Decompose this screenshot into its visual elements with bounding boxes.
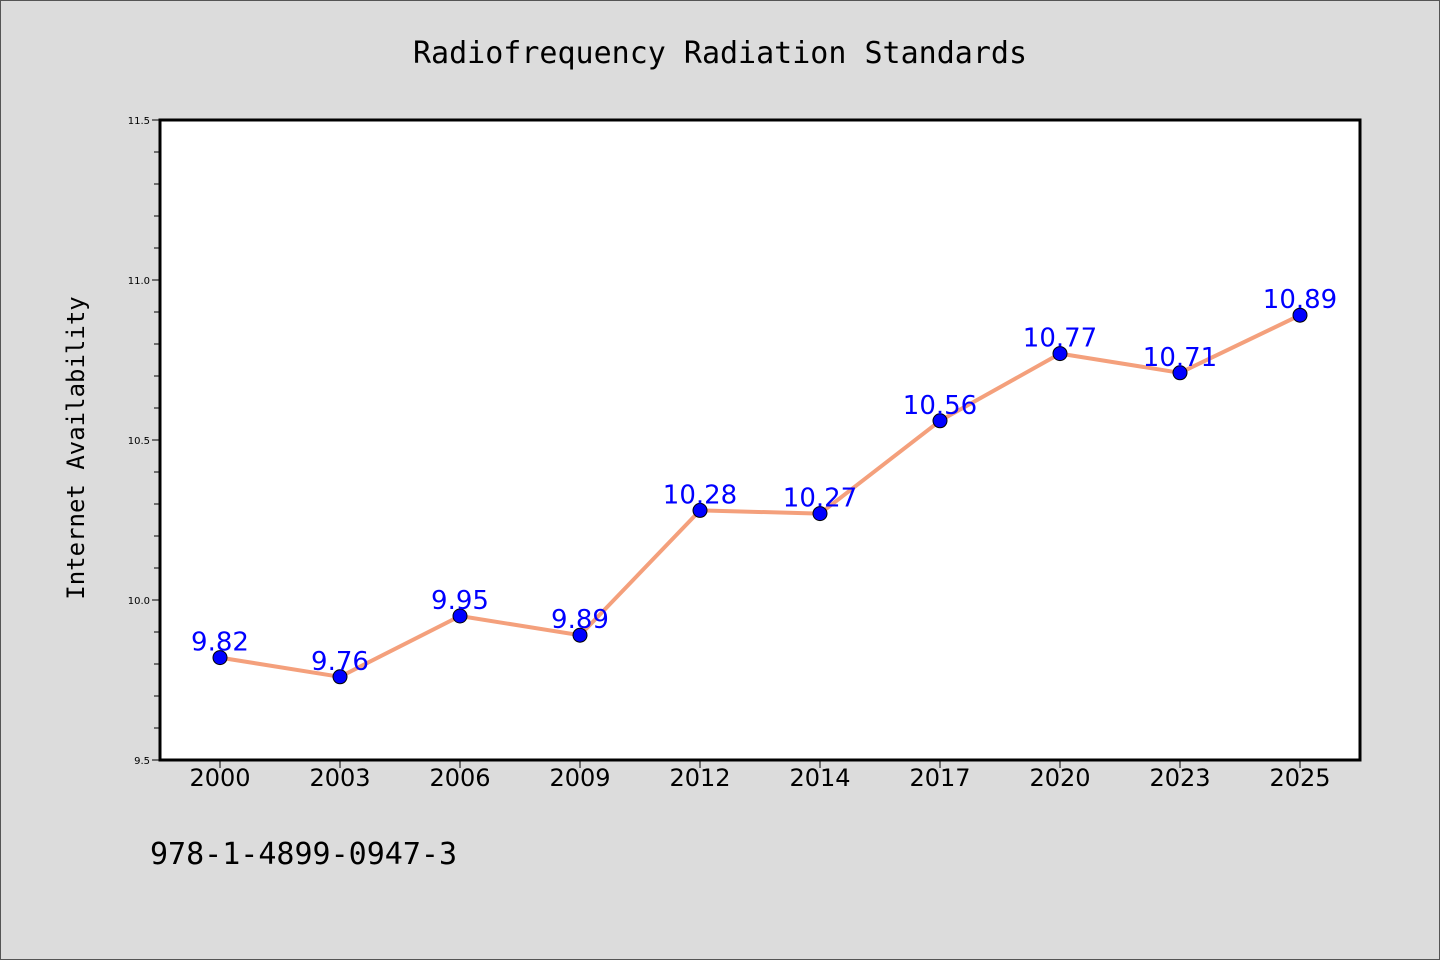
x-tick-label: 2006: [429, 764, 490, 792]
x-tick-label: 2009: [549, 764, 610, 792]
footer-code: 978-1-4899-0947-3: [150, 837, 457, 872]
y-tick-label: 10.0: [128, 596, 150, 607]
x-tick-label: 2020: [1029, 764, 1090, 792]
data-point: [212, 650, 228, 666]
data-label: 9.76: [311, 647, 369, 677]
data-label: 9.95: [431, 586, 489, 616]
data-label: 9.89: [551, 605, 609, 635]
data-point: [332, 669, 348, 685]
data-label: 10.89: [1263, 285, 1337, 315]
x-tick-label: 2012: [669, 764, 730, 792]
data-point: [452, 608, 468, 624]
data-point: [1172, 365, 1188, 381]
data-label: 10.27: [783, 484, 857, 514]
x-tick-label: 2014: [789, 764, 850, 792]
y-tick-label: 11.5: [128, 116, 150, 127]
data-label: 9.82: [191, 628, 249, 658]
x-axis-ticks: 2000 2003 2006 2009 2012 2014 2017 2020 2023 2025: [189, 760, 1331, 792]
x-tick-label: 2017: [909, 764, 970, 792]
y-tick-label: 11.0: [128, 276, 150, 287]
data-point: [1052, 346, 1068, 362]
x-tick-label: 2025: [1269, 764, 1330, 792]
chart-title: Radiofrequency Radiation Standards: [413, 36, 1027, 71]
y-tick-label: 9.5: [134, 756, 150, 767]
y-axis-label: Internet Availability: [62, 296, 90, 599]
series-line-group: [218, 313, 1302, 679]
y-axis-ticks: 9.5 10.0 10.5 11.0 11.5: [128, 116, 160, 767]
data-markers: [212, 307, 1308, 685]
x-tick-label: 2023: [1149, 764, 1210, 792]
data-point: [932, 413, 948, 429]
data-point: [1292, 307, 1308, 323]
data-labels: 9.82 9.76 9.95 9.89 10.28 10.27 10.56 10.77 10.7…: [191, 285, 1337, 677]
data-label: 10.56: [903, 391, 977, 421]
data-point: [572, 627, 588, 643]
x-tick-label: 2000: [189, 764, 250, 792]
plot-area: [158, 118, 1362, 762]
data-label: 10.77: [1023, 324, 1097, 354]
x-tick-label: 2003: [309, 764, 370, 792]
data-label: 10.28: [663, 480, 737, 510]
data-point: [692, 502, 708, 518]
series-line: [218, 313, 1302, 679]
data-label: 10.71: [1143, 343, 1217, 373]
data-point: [812, 506, 828, 522]
y-tick-label: 10.5: [128, 436, 150, 447]
